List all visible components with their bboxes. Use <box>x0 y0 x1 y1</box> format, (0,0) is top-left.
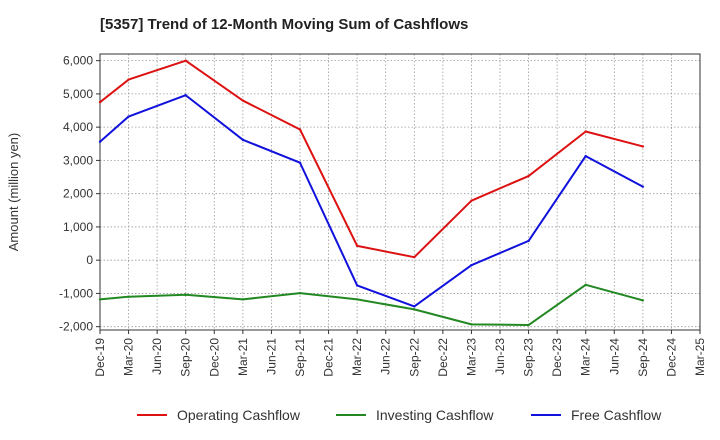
x-tick-label: Dec-22 <box>436 338 450 377</box>
investing-cashflow-point <box>413 308 416 311</box>
legend-swatch <box>336 414 366 416</box>
legend: Operating Cashflow Investing Cashflow Free… <box>0 404 720 426</box>
free-cashflow-point <box>413 305 416 308</box>
plot-frame <box>99 53 701 331</box>
free-cashflow-point <box>355 284 359 287</box>
free-cashflow-point <box>127 115 130 118</box>
x-tick-label: Sep-20 <box>179 338 193 377</box>
free-cashflow-point <box>584 154 587 158</box>
investing-cashflow-point <box>527 323 530 327</box>
operating-cashflow-point <box>184 59 187 62</box>
operating-cashflow-point <box>355 244 359 248</box>
free-cashflow-point <box>527 239 530 243</box>
investing-cashflow-point <box>470 323 473 326</box>
investing-cashflow-point <box>127 295 130 298</box>
operating-cashflow-point <box>527 174 530 178</box>
x-tick-label: Dec-23 <box>550 338 564 377</box>
legend-label: Investing Cashflow <box>376 407 494 423</box>
x-tick-label: Sep-22 <box>407 338 421 377</box>
y-tick-label: 1,000 <box>63 220 93 234</box>
plot-area <box>100 54 700 330</box>
legend-item-free-cashflow: Free Cashflow <box>531 404 661 426</box>
y-tick-label: 4,000 <box>63 120 93 134</box>
x-tick-label: Mar-24 <box>579 338 593 376</box>
investing-cashflow-point <box>355 298 359 301</box>
operating-cashflow-point <box>470 199 473 202</box>
x-tick-label: Sep-23 <box>522 338 536 377</box>
investing-cashflow-point <box>98 298 102 301</box>
x-tick-label: Sep-21 <box>293 338 307 377</box>
operating-cashflow-point <box>98 101 102 104</box>
operating-cashflow-point <box>298 128 302 131</box>
x-tick-label: Sep-24 <box>636 338 650 377</box>
x-tick-label: Mar-20 <box>122 338 136 376</box>
x-tick-label: Jun-22 <box>379 338 393 375</box>
y-tick-label: -2,000 <box>59 320 93 334</box>
y-tick-label: -1,000 <box>59 286 93 300</box>
investing-cashflow-point <box>584 283 587 286</box>
y-tick-label: 6,000 <box>63 54 93 68</box>
y-tick-label: 2,000 <box>63 187 93 201</box>
free-cashflow-point <box>184 94 187 97</box>
operating-cashflow-point <box>641 145 645 148</box>
free-cashflow-point <box>241 138 245 141</box>
x-tick-label: Mar-21 <box>236 338 250 376</box>
free-cashflow-point <box>641 185 645 188</box>
legend-swatch <box>137 414 167 416</box>
y-tick-label: 3,000 <box>63 153 93 167</box>
investing-cashflow-point <box>298 291 302 295</box>
legend-label: Free Cashflow <box>571 407 662 423</box>
legend-item-investing-cashflow: Investing Cashflow <box>336 404 494 426</box>
x-tick-label: Dec-21 <box>322 338 336 377</box>
x-tick-label: Jun-23 <box>493 338 507 375</box>
y-axis-label: Amount (million yen) <box>6 133 21 252</box>
operating-cashflow-point <box>127 78 130 81</box>
x-tick-label: Jun-21 <box>264 338 278 375</box>
x-tick-label: Dec-19 <box>93 338 107 377</box>
y-tick-label: 5,000 <box>63 87 93 101</box>
x-tick-label: Mar-23 <box>464 338 478 376</box>
investing-cashflow-point <box>641 299 645 302</box>
investing-cashflow-point <box>241 298 245 301</box>
x-tick-label: Dec-20 <box>207 338 221 377</box>
operating-cashflow-point <box>584 130 587 133</box>
x-tick-label: Mar-25 <box>693 338 707 376</box>
investing-cashflow-point <box>184 293 187 296</box>
operating-cashflow-point <box>241 99 245 102</box>
chart-title: [5357] Trend of 12-Month Moving Sum of C… <box>100 16 469 33</box>
free-cashflow-point <box>298 161 302 164</box>
operating-cashflow-point <box>413 255 416 259</box>
legend-item-operating-cashflow: Operating Cashflow <box>137 404 300 426</box>
x-tick-label: Jun-20 <box>150 338 164 375</box>
x-tick-label: Jun-24 <box>607 338 621 375</box>
legend-swatch <box>531 414 561 416</box>
y-tick-label: 0 <box>86 253 93 267</box>
x-tick-label: Mar-22 <box>350 338 364 376</box>
x-tick-label: Dec-24 <box>664 338 678 377</box>
legend-label: Operating Cashflow <box>177 407 300 423</box>
free-cashflow-point <box>470 263 473 267</box>
free-cashflow-point <box>98 140 102 143</box>
